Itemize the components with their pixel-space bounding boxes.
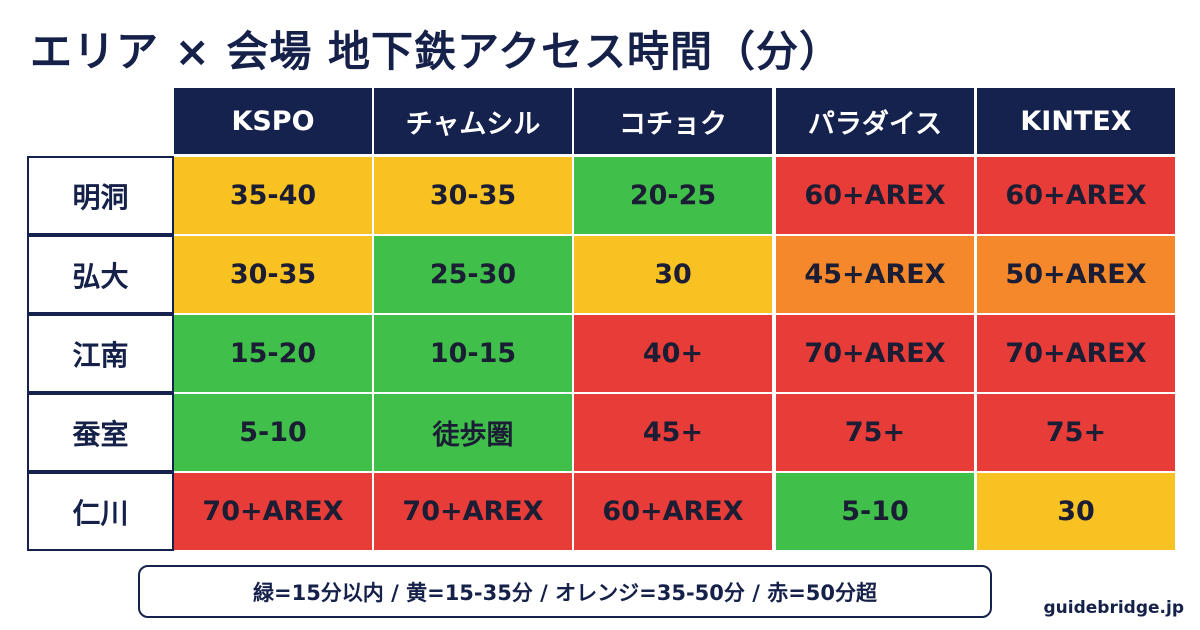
table-cell: 30-35 [374,157,572,234]
table-cell: 20-25 [574,157,772,234]
table-cell: 75+ [977,394,1175,471]
column-header-kspo: KSPO [174,88,372,154]
column-header-gocheok: コチョク [574,88,772,154]
table-cell: 75+ [776,394,974,471]
table-cell: 60+AREX [977,157,1175,234]
color-legend: 緑=15分以内 / 黄=15-35分 / オレンジ=35-50分 / 赤=50分… [138,565,992,618]
brand-watermark: guidebridge.jp [1043,598,1185,618]
table-cell: 60+AREX [776,157,974,234]
column-header-paradise: パラダイス [776,88,974,154]
table-cell: 45+AREX [776,236,974,313]
table-cell: 45+ [574,394,772,471]
table-cell: 70+AREX [374,473,572,550]
table-cell: 10-15 [374,315,572,392]
table-cell: 30 [977,473,1175,550]
table-cell: 5-10 [174,394,372,471]
row-header-myeongdong: 明洞 [27,156,174,235]
table-cell: 15-20 [174,315,372,392]
table-cell: 徒歩圏 [374,394,572,471]
table-cell: 60+AREX [574,473,772,550]
table-cell: 35-40 [174,157,372,234]
row-header-jamsil: 蚕室 [27,393,174,472]
row-header-incheon: 仁川 [27,472,174,551]
table-cell: 5-10 [776,473,974,550]
table-cell: 25-30 [374,236,572,313]
row-header-gangnam: 江南 [27,314,174,393]
table-cell: 70+AREX [174,473,372,550]
table-cell: 30 [574,236,772,313]
row-header-hongdae: 弘大 [27,235,174,314]
page-title: エリア × 会場 地下鉄アクセス時間（分） [30,27,842,76]
table-cell: 70+AREX [776,315,974,392]
table-cell: 40+ [574,315,772,392]
table-cell: 70+AREX [977,315,1175,392]
table-cell: 30-35 [174,236,372,313]
table-cell: 50+AREX [977,236,1175,313]
column-header-kintex: KINTEX [977,88,1175,154]
column-header-jamsil: チャムシル [374,88,572,154]
